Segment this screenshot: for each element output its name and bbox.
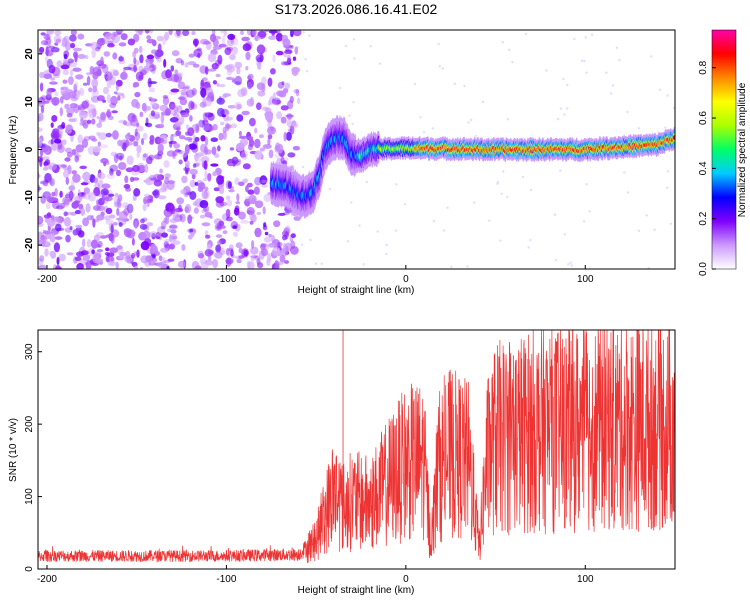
snr-x-label: Height of straight line (km) xyxy=(298,585,415,596)
spectrogram-y-tick-label: -10 xyxy=(24,190,35,205)
snr-panel: -200 -100 0 100 0 100 200 300 Height of straig… xyxy=(8,329,676,596)
snr-y-ticks: 0 100 200 300 xyxy=(24,343,42,572)
colorbar-tick-label: 0.0 xyxy=(698,262,709,276)
snr-frame xyxy=(37,329,676,570)
colorbar-tick-label: 0.4 xyxy=(698,161,709,175)
spectrogram-y-label: Frequency (Hz) xyxy=(8,116,19,185)
spectrogram-y-ticks: 20 10 0 -10 -20 xyxy=(24,48,42,252)
snr-x-tick-label: -100 xyxy=(216,574,236,585)
colorbar: 0.0 0.2 0.4 0.6 0.8 Normalized spectral ampl… xyxy=(698,29,748,276)
spectrogram-y-tick-label: -20 xyxy=(24,237,35,252)
spectrogram-x-ticks: -200 -100 0 100 xyxy=(37,265,594,285)
spectrogram-y-tick-label: 10 xyxy=(24,96,35,108)
spectrogram-signal-ridge xyxy=(269,114,675,220)
snr-y-label: SNR (10 * v/v) xyxy=(8,418,19,482)
colorbar-label: Normalized spectral amplitude xyxy=(737,82,748,217)
snr-x-tick-label: 100 xyxy=(577,574,594,585)
snr-y-tick-label: 100 xyxy=(24,488,35,505)
spectrogram-x-tick-label: 0 xyxy=(403,274,409,285)
colorbar-ticks: 0.0 0.2 0.4 0.6 0.8 xyxy=(698,60,716,276)
spectrogram-x-tick-label: -200 xyxy=(37,274,57,285)
spectrogram-y-tick-label: 0 xyxy=(24,146,35,152)
spectrogram-x-tick-label: -100 xyxy=(216,274,236,285)
colorbar-tick-label: 0.2 xyxy=(698,211,709,225)
spectrogram-y-tick-label: 20 xyxy=(24,48,35,60)
spectrogram-plot-area xyxy=(38,30,675,269)
snr-series-line xyxy=(38,330,675,564)
snr-y-tick-label: 0 xyxy=(24,566,35,572)
colorbar-tick-label: 0.6 xyxy=(698,111,709,125)
chart-title: S173.2026.086.16.41.E02 xyxy=(275,1,438,17)
colorbar-tick-label: 0.8 xyxy=(698,60,709,74)
snr-x-tick-label: 0 xyxy=(403,574,409,585)
snr-y-tick-label: 300 xyxy=(24,343,35,360)
snr-plot-area xyxy=(38,330,675,564)
snr-x-tick-label: -200 xyxy=(37,574,57,585)
spectrogram-x-label: Height of straight line (km) xyxy=(298,285,415,296)
snr-x-ticks: -200 -100 0 100 xyxy=(37,565,594,585)
colorbar-gradient xyxy=(711,29,737,270)
snr-y-tick-label: 200 xyxy=(24,415,35,432)
spectrogram-x-tick-label: 100 xyxy=(577,274,594,285)
